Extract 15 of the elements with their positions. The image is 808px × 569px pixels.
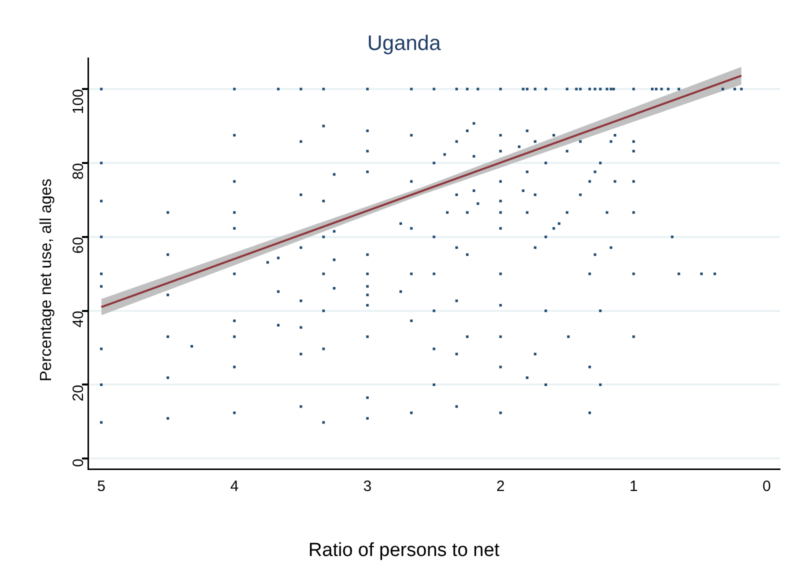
x-tick-label: 2 <box>496 478 505 496</box>
x-axis-title: Ratio of persons to net <box>307 540 501 562</box>
y-tick-label: 80 <box>70 162 88 180</box>
y-tick-label: 100 <box>70 89 88 114</box>
x-tick-label: 0 <box>762 478 771 496</box>
y-tick-label: 60 <box>70 236 88 254</box>
y-tick-label: 0 <box>70 458 88 467</box>
y-axis-title: Percentage net use, all ages <box>38 178 56 382</box>
x-tick-label: 5 <box>97 478 106 496</box>
chart-title: Uganda <box>366 32 442 56</box>
x-tick-label: 4 <box>230 478 239 496</box>
x-tick-label: 3 <box>363 478 372 496</box>
y-tick-label: 20 <box>70 384 88 402</box>
x-tick-label: 1 <box>629 478 638 496</box>
y-tick-label: 40 <box>70 310 88 328</box>
